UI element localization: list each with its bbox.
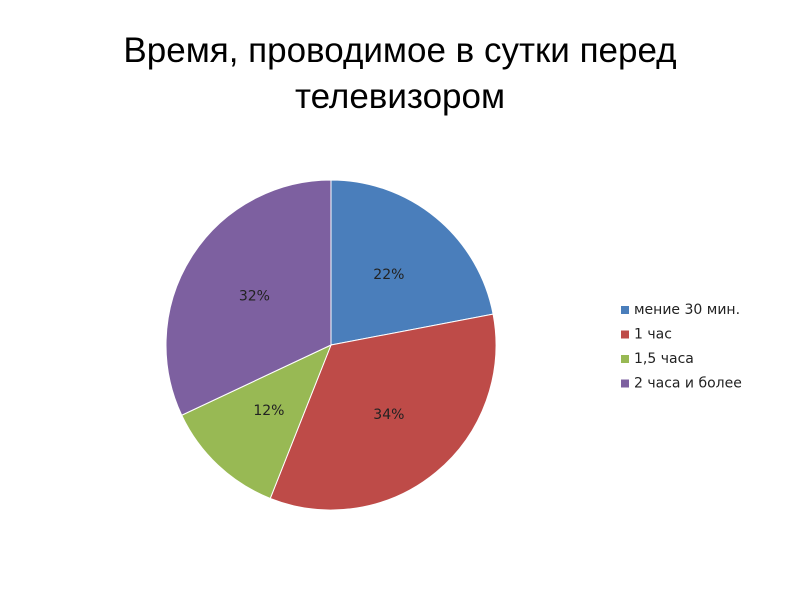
legend-swatch xyxy=(621,330,629,339)
pie-slice xyxy=(269,313,497,511)
legend-label: мение 30 мин. xyxy=(634,302,740,318)
legend-swatch xyxy=(621,355,629,363)
data-label: 32% xyxy=(239,288,270,304)
data-label: 34% xyxy=(373,407,404,423)
chart-title: Время, проводимое в сутки перед телевизо… xyxy=(123,31,677,116)
pie-slice xyxy=(165,179,332,416)
pie-slice xyxy=(181,344,332,500)
data-label: 12% xyxy=(253,403,284,419)
legend-label: 1,5 часа xyxy=(634,351,694,367)
legend-label: 1 час xyxy=(634,327,672,343)
pie-slice xyxy=(330,179,494,346)
legend-swatch xyxy=(621,306,629,314)
legend-swatch xyxy=(621,379,629,388)
data-label: 22% xyxy=(373,267,404,283)
legend-label: 2 часа и более xyxy=(634,376,742,392)
